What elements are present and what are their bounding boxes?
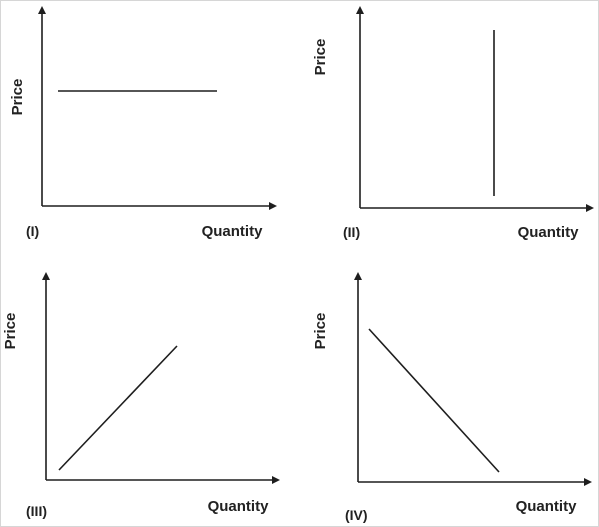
panel-ii: Price Quantity (II) <box>312 6 594 241</box>
panel-iii-curve <box>58 345 178 471</box>
panel-i-label: (I) <box>26 223 39 239</box>
panel-iii: Price Quantity (III) <box>2 272 280 519</box>
panel-i-xlabel: Quantity <box>202 223 263 240</box>
panel-ii-xlabel: Quantity <box>518 224 579 241</box>
panel-i: Price Quantity (I) <box>9 6 277 240</box>
panel-ii-ylabel: Price <box>312 39 329 76</box>
panel-iv-ylabel: Price <box>312 313 329 350</box>
panel-iii-ylabel: Price <box>2 313 19 350</box>
panel-iii-xlabel: Quantity <box>208 498 269 515</box>
panel-iii-label: (III) <box>26 503 47 519</box>
panel-iv-label: (IV) <box>345 507 368 523</box>
panel-i-ylabel: Price <box>9 79 26 116</box>
panel-iv-curve <box>368 328 500 473</box>
panel-iv: Price Quantity (IV) <box>312 272 592 523</box>
panel-iv-xlabel: Quantity <box>516 498 577 515</box>
panel-ii-label: (II) <box>343 224 360 240</box>
